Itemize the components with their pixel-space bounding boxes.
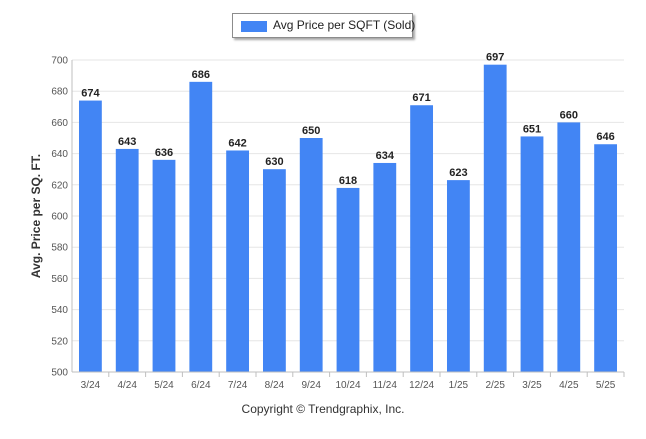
legend-swatch — [241, 21, 267, 32]
data-label: 650 — [302, 125, 320, 137]
bar — [483, 64, 507, 373]
x-tick-label: 8/24 — [265, 380, 285, 391]
y-axis-label: Avg. Price per SQ. FT. — [29, 153, 44, 279]
x-tick-label: 11/24 — [373, 380, 398, 391]
bar — [410, 105, 434, 373]
data-label: 642 — [228, 137, 246, 149]
data-label: 651 — [523, 123, 541, 135]
bar — [152, 159, 176, 372]
y-tick-label: 560 — [51, 274, 68, 285]
bar — [226, 150, 250, 372]
data-label: 623 — [449, 167, 467, 179]
legend: Avg Price per SQFT (Sold) — [232, 13, 416, 38]
x-tick-label: 9/24 — [301, 380, 321, 391]
data-label: 646 — [596, 131, 614, 143]
x-tick-label: 4/25 — [559, 380, 579, 391]
x-tick-label: 3/25 — [522, 380, 542, 391]
x-tick-label: 10/24 — [335, 380, 360, 391]
x-tick-label: 2/25 — [485, 380, 505, 391]
x-tick-label: 1/25 — [449, 380, 469, 391]
data-label: 686 — [192, 69, 210, 81]
bar — [189, 81, 213, 372]
data-label: 674 — [81, 88, 100, 100]
bar — [336, 187, 360, 372]
data-label: 697 — [486, 52, 504, 64]
data-label: 643 — [118, 136, 136, 148]
data-label: 634 — [376, 150, 395, 162]
y-tick-label: 640 — [51, 149, 68, 160]
x-tick-label: 7/24 — [228, 380, 248, 391]
y-tick-label: 700 — [51, 56, 68, 67]
bar — [557, 122, 581, 373]
x-tick-label: 12/24 — [409, 380, 434, 391]
x-tick-label: 3/24 — [81, 380, 101, 391]
data-label: 660 — [560, 109, 578, 121]
bar — [446, 180, 470, 372]
data-label: 618 — [339, 175, 357, 187]
y-tick-label: 620 — [51, 180, 68, 191]
bar — [520, 136, 544, 372]
bar — [299, 138, 323, 372]
bar — [594, 144, 618, 372]
legend-label: Avg Price per SQFT (Sold) — [273, 18, 416, 32]
y-tick-label: 540 — [51, 305, 68, 316]
y-tick-label: 680 — [51, 87, 68, 98]
y-tick-label: 580 — [51, 243, 68, 254]
x-tick-label: 4/24 — [117, 380, 137, 391]
data-label: 630 — [265, 156, 283, 168]
bar — [262, 169, 286, 372]
copyright-footer: Copyright © Trendgraphix, Inc. — [241, 402, 405, 416]
data-label: 671 — [412, 92, 430, 104]
y-tick-label: 600 — [51, 212, 68, 223]
x-tick-label: 5/24 — [154, 380, 174, 391]
x-tick-label: 6/24 — [191, 380, 211, 391]
bar — [78, 100, 102, 372]
y-tick-label: 660 — [51, 118, 68, 129]
y-tick-label: 520 — [51, 336, 68, 347]
y-tick-label: 500 — [51, 368, 68, 379]
data-label: 636 — [155, 147, 173, 159]
bar — [115, 148, 139, 372]
bar — [373, 162, 397, 372]
x-tick-label: 5/25 — [596, 380, 616, 391]
